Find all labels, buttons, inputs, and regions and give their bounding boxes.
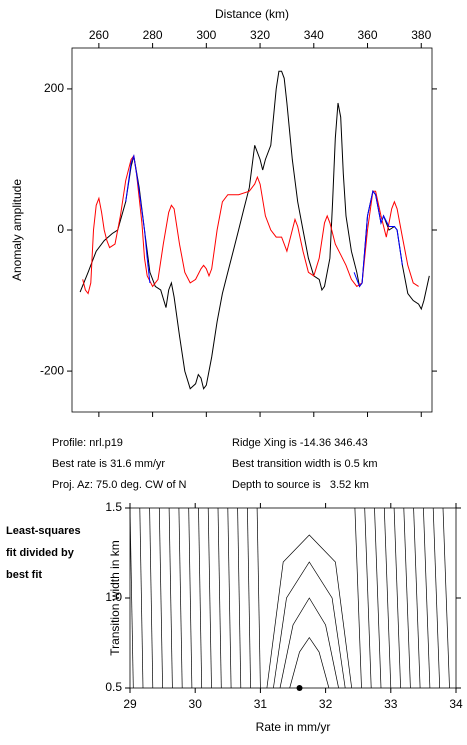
contour-line xyxy=(168,507,173,689)
contour-line xyxy=(279,597,339,689)
info-text: Best transition width is 0.5 km xyxy=(232,458,378,470)
y-tick-label: -200 xyxy=(40,363,64,377)
contour-line xyxy=(188,507,193,689)
y-axis-label: Transition width in km xyxy=(108,540,122,656)
x-tick-label: 300 xyxy=(196,28,216,42)
info-text: Depth to source is 3.52 km xyxy=(232,479,369,491)
x-tick-label: 280 xyxy=(143,28,163,42)
y-tick-label: 200 xyxy=(44,81,64,95)
contour-line xyxy=(289,636,330,689)
y-tick-label: 0.5 xyxy=(105,680,122,694)
x-tick-label: 320 xyxy=(250,28,270,42)
data-line xyxy=(82,154,419,295)
x-axis-label: Rate in mm/yr xyxy=(256,720,331,734)
contour-line xyxy=(178,507,183,689)
contour-line xyxy=(374,507,382,689)
contour-line xyxy=(432,507,441,689)
contour-line xyxy=(217,507,222,689)
plot-frame xyxy=(71,47,433,413)
x-tick-label: 32 xyxy=(319,697,333,711)
x-tick-label: 340 xyxy=(304,28,324,42)
x-tick-label: 31 xyxy=(254,697,268,711)
contour-line xyxy=(207,507,212,689)
contour-line xyxy=(393,507,401,689)
contour-line xyxy=(129,507,134,689)
contour-line xyxy=(227,507,232,689)
x-tick-label: 30 xyxy=(189,697,203,711)
contour-line xyxy=(198,507,203,689)
contour-line xyxy=(266,534,353,689)
contour-line xyxy=(423,507,431,689)
contour-line xyxy=(247,507,251,689)
x-tick-label: 33 xyxy=(384,697,398,711)
annotation: fit divided by xyxy=(6,547,75,559)
y-tick-label: 0 xyxy=(57,222,64,236)
contour-line xyxy=(354,507,362,689)
contour-line xyxy=(158,507,163,689)
contour-line xyxy=(237,507,242,689)
x-tick-label: 260 xyxy=(89,28,109,42)
y-tick-label: 1.5 xyxy=(105,500,122,514)
data-line xyxy=(79,70,430,390)
contour-line xyxy=(273,561,346,689)
contour-line xyxy=(139,507,144,689)
info-text: Best rate is 31.6 mm/yr xyxy=(52,458,165,470)
x-tick-label: 34 xyxy=(449,697,463,711)
y-tick-label: 1.0 xyxy=(105,590,122,604)
contour-line xyxy=(403,507,411,689)
x-tick-label: 29 xyxy=(123,697,137,711)
best-fit-point xyxy=(296,685,303,691)
annotation: Least-squares xyxy=(6,525,81,537)
contour-line xyxy=(383,507,392,689)
contour-line xyxy=(442,507,450,689)
contour-line xyxy=(364,507,372,689)
info-text: Proj. Az: 75.0 deg. CW of N xyxy=(52,479,187,491)
contour-line xyxy=(149,507,154,689)
x-tick-label: 380 xyxy=(411,28,431,42)
contour-line xyxy=(256,507,261,689)
data-line xyxy=(125,153,403,288)
contour-line xyxy=(413,507,421,689)
y-axis-label: Anomaly amplitude xyxy=(10,179,24,281)
x-tick-label: 360 xyxy=(358,28,378,42)
info-text: Ridge Xing is -14.36 346.43 xyxy=(232,437,368,449)
info-text: Profile: nrl.p19 xyxy=(52,437,123,449)
annotation: best fit xyxy=(6,569,42,581)
x-axis-label: Distance (km) xyxy=(215,7,289,21)
